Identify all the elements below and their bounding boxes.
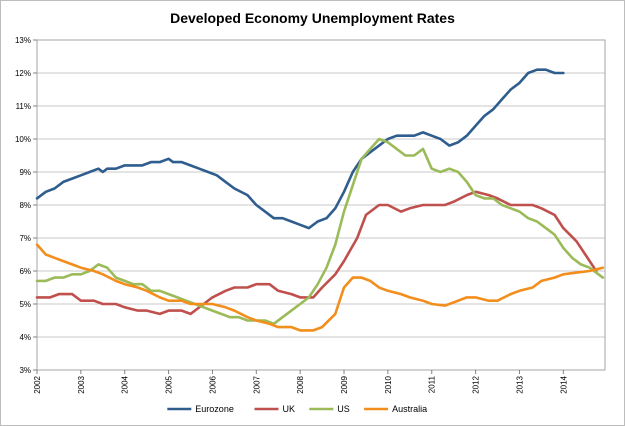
x-tick-label: 2002 xyxy=(33,375,42,393)
y-tick-label: 13% xyxy=(15,36,31,45)
y-tick-label: 5% xyxy=(19,300,31,309)
y-tick-label: 9% xyxy=(19,168,31,177)
legend-item-us: US xyxy=(309,404,350,414)
legend-item-eurozone: Eurozone xyxy=(167,404,234,414)
y-tick-label: 3% xyxy=(19,366,31,375)
x-tick-label: 2014 xyxy=(559,375,568,393)
series-line-uk xyxy=(35,190,598,316)
x-tick-label: 2004 xyxy=(121,375,130,393)
x-tick-label: 2012 xyxy=(472,375,481,393)
x-tick-label: 2006 xyxy=(208,375,217,393)
series-line-australia xyxy=(35,243,605,332)
legend-item-australia: Australia xyxy=(364,404,427,414)
x-tick-label: 2008 xyxy=(296,375,305,393)
legend-item-uk: UK xyxy=(254,404,296,414)
y-tick-label: 8% xyxy=(19,201,31,210)
x-tick-label: 2003 xyxy=(77,375,86,393)
x-tick-label: 2013 xyxy=(515,375,524,393)
series-line-us xyxy=(35,137,605,326)
series-line-eurozone xyxy=(35,68,565,230)
legend-label: Eurozone xyxy=(195,404,234,414)
y-tick-label: 12% xyxy=(15,69,31,78)
axes: 3% 4% 5% 6% 7% 8% 9% 10% 11% 12% 13% 2002 2003 2004 20… xyxy=(15,36,606,394)
legend: Eurozone UK US Australia xyxy=(167,404,427,414)
chart-title: Developed Economy Unemployment Rates xyxy=(170,10,455,26)
legend-label: Australia xyxy=(392,404,427,414)
x-tick-label: 2010 xyxy=(384,375,393,393)
x-tick-label: 2009 xyxy=(340,375,349,393)
legend-label: US xyxy=(337,404,350,414)
legend-label: UK xyxy=(283,404,296,414)
y-tick-label: 11% xyxy=(16,102,31,111)
y-tick-label: 10% xyxy=(15,135,31,144)
x-tick-label: 2011 xyxy=(428,375,437,393)
series-lines xyxy=(35,68,605,332)
y-tick-label: 6% xyxy=(19,267,31,276)
x-tick-label: 2005 xyxy=(165,375,174,393)
x-tick-label: 2007 xyxy=(252,375,261,393)
y-tick-label: 7% xyxy=(19,234,31,243)
y-tick-label: 4% xyxy=(19,333,31,342)
